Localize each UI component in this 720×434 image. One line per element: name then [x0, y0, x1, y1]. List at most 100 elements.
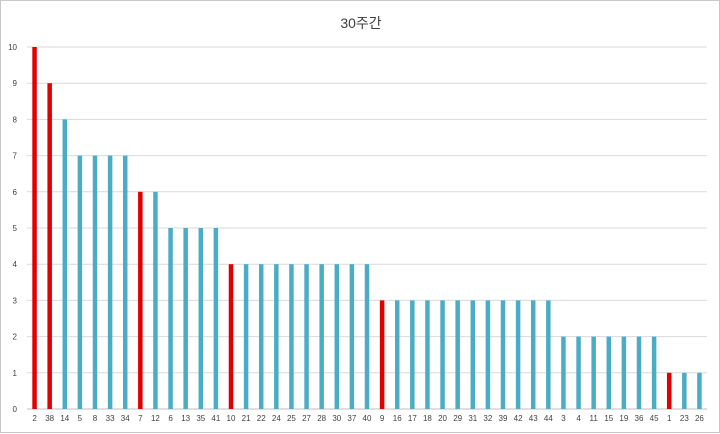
x-tick-label: 25	[287, 414, 296, 423]
x-tick-label: 21	[242, 414, 251, 423]
bar-19	[621, 336, 627, 409]
bar-32	[485, 300, 491, 409]
x-tick-label: 16	[393, 414, 402, 423]
x-tick-label: 26	[695, 414, 704, 423]
x-tick-label: 35	[196, 414, 205, 423]
bar-1	[666, 372, 672, 409]
bar-20	[440, 300, 445, 409]
y-tick-label: 6	[13, 188, 18, 197]
bar-37	[349, 264, 355, 409]
y-tick-label: 10	[8, 43, 17, 52]
x-tick-label: 24	[272, 414, 281, 423]
x-tick-label: 14	[60, 414, 69, 423]
bar-34	[122, 155, 128, 409]
x-tick-label: 9	[380, 414, 385, 423]
bar-36	[636, 336, 642, 409]
y-tick-label: 2	[13, 333, 18, 342]
x-tick-label: 19	[619, 414, 628, 423]
x-tick-label: 18	[423, 414, 432, 423]
bar-13	[183, 228, 188, 409]
x-tick-label: 45	[650, 414, 659, 423]
x-tick-label: 38	[45, 414, 54, 423]
bar-6	[168, 228, 173, 409]
bar-33	[107, 155, 113, 409]
chart-title: 30주간	[340, 15, 382, 31]
x-tick-label: 15	[604, 414, 613, 423]
y-tick-label: 7	[13, 152, 18, 161]
x-tick-label: 33	[106, 414, 115, 423]
x-tick-label: 29	[453, 414, 462, 423]
bar-25	[289, 264, 294, 409]
x-tick-label: 11	[590, 414, 599, 423]
bar-43	[530, 300, 536, 409]
y-tick-label: 4	[13, 260, 18, 269]
bar-21	[243, 264, 249, 409]
bar-31	[470, 300, 476, 409]
x-tick-label: 34	[121, 414, 130, 423]
x-tick-label: 3	[561, 414, 566, 423]
bar-44	[546, 300, 551, 409]
y-tick-label: 1	[13, 369, 18, 378]
x-tick-label: 22	[257, 414, 266, 423]
bar-26	[697, 372, 702, 409]
bar-16	[394, 300, 400, 409]
bar-29	[455, 300, 460, 409]
bar-28	[319, 264, 324, 409]
y-tick-label: 3	[13, 296, 18, 305]
x-tick-label: 20	[438, 414, 447, 423]
x-tick-label: 42	[514, 414, 523, 423]
x-tick-label: 39	[499, 414, 508, 423]
x-tick-label: 2	[32, 414, 37, 423]
x-tick-label: 37	[347, 414, 356, 423]
bar-40	[364, 264, 370, 409]
bar-22	[258, 264, 264, 409]
x-tick-label: 13	[181, 414, 190, 423]
x-tick-label: 28	[317, 414, 326, 423]
x-tick-label: 31	[468, 414, 477, 423]
x-tick-label: 4	[576, 414, 581, 423]
x-tick-label: 6	[168, 414, 173, 423]
bar-27	[304, 264, 309, 409]
x-tick-label: 5	[78, 414, 83, 423]
x-tick-label: 30	[332, 414, 341, 423]
bar-39	[500, 300, 506, 409]
bar-45	[651, 336, 657, 409]
bar-15	[606, 336, 612, 409]
x-tick-label: 44	[544, 414, 553, 423]
x-tick-label: 32	[483, 414, 492, 423]
bar-7	[138, 191, 143, 409]
bar-24	[274, 264, 279, 409]
bar-18	[425, 300, 430, 409]
y-tick-label: 8	[13, 115, 18, 124]
x-tick-label: 36	[635, 414, 644, 423]
bar-11	[591, 336, 596, 409]
bar-5	[77, 155, 83, 409]
bar-41	[213, 228, 219, 409]
x-tick-label: 41	[211, 414, 220, 423]
x-tick-label: 8	[93, 414, 98, 423]
bar-23	[682, 372, 687, 409]
bar-10	[228, 264, 234, 409]
x-tick-label: 7	[138, 414, 143, 423]
y-tick-label: 9	[13, 79, 18, 88]
bar-42	[515, 300, 521, 409]
x-tick-label: 23	[680, 414, 689, 423]
x-tick-label: 43	[529, 414, 538, 423]
y-tick-label: 5	[13, 224, 18, 233]
bar-14	[62, 119, 68, 410]
bar-35	[198, 228, 204, 409]
bar-9	[379, 300, 385, 409]
bar-8	[92, 155, 98, 409]
y-tick-label: 0	[13, 405, 18, 414]
x-tick-label: 40	[363, 414, 372, 423]
x-tick-label: 12	[151, 414, 160, 423]
bar-2	[32, 47, 37, 409]
x-tick-label: 17	[408, 414, 417, 423]
x-tick-label: 27	[302, 414, 311, 423]
bar-17	[410, 300, 415, 409]
bar-4	[576, 336, 581, 409]
x-tick-label: 10	[227, 414, 236, 423]
x-tick-label: 1	[667, 414, 672, 423]
